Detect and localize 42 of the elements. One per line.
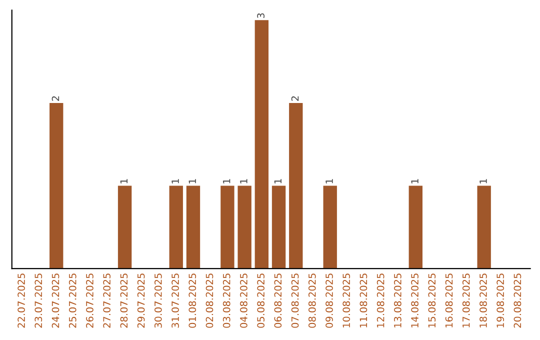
x-tick-label: 12.08.2025 bbox=[376, 274, 384, 328]
x-tick-label: 15.08.2025 bbox=[428, 274, 436, 328]
x-tick-label: 17.08.2025 bbox=[462, 274, 470, 328]
x-tick-label: 26.07.2025 bbox=[86, 274, 94, 328]
x-tick-label: 28.07.2025 bbox=[120, 274, 128, 328]
data-label: 1 bbox=[188, 179, 196, 184]
x-tick-label: 16.08.2025 bbox=[445, 274, 453, 328]
data-label: 2 bbox=[291, 96, 299, 101]
x-tick-label: 25.07.2025 bbox=[68, 274, 76, 328]
data-label: 1 bbox=[326, 179, 333, 184]
x-tick-label: 04.08.2025 bbox=[240, 274, 248, 328]
x-tick-label: 20.08.2025 bbox=[514, 274, 522, 328]
x-tick-label: 30.07.2025 bbox=[154, 274, 162, 328]
x-tick-label: 18.08.2025 bbox=[480, 274, 487, 328]
data-label: 1 bbox=[120, 179, 128, 184]
x-tick-label: 13.08.2025 bbox=[394, 274, 402, 328]
x-tick-label: 02.08.2025 bbox=[206, 274, 214, 328]
x-tick-label: 29.07.2025 bbox=[137, 274, 145, 328]
data-label: 1 bbox=[240, 179, 248, 184]
data-label: 1 bbox=[411, 179, 418, 184]
data-label: 1 bbox=[274, 179, 282, 184]
x-tick-label: 22.07.2025 bbox=[18, 274, 25, 328]
data-label: 1 bbox=[172, 179, 179, 184]
x-tick-label: 11.08.2025 bbox=[360, 274, 368, 328]
x-tick-label: 09.08.2025 bbox=[326, 274, 333, 328]
x-tick-label: 05.08.2025 bbox=[257, 274, 264, 328]
x-tick-label: 23.07.2025 bbox=[34, 274, 42, 328]
x-tick-label: 10.08.2025 bbox=[342, 274, 350, 328]
x-tick-label: 03.08.2025 bbox=[222, 274, 230, 328]
x-tick-label: 31.07.2025 bbox=[172, 274, 179, 328]
x-tick-label: 24.07.2025 bbox=[52, 274, 60, 328]
x-tick-label: 14.08.2025 bbox=[411, 274, 418, 328]
x-tick-label: 01.08.2025 bbox=[188, 274, 196, 328]
x-tick-label: 06.08.2025 bbox=[274, 274, 282, 328]
x-tick-label: 19.08.2025 bbox=[496, 274, 504, 328]
x-tick-label: 08.08.2025 bbox=[308, 274, 316, 328]
data-label: 1 bbox=[480, 179, 487, 184]
data-label: 2 bbox=[52, 96, 60, 101]
data-label: 3 bbox=[257, 13, 264, 18]
x-tick-label: 07.08.2025 bbox=[291, 274, 299, 328]
x-tick-label: 27.07.2025 bbox=[103, 274, 111, 328]
data-label: 1 bbox=[223, 179, 230, 184]
